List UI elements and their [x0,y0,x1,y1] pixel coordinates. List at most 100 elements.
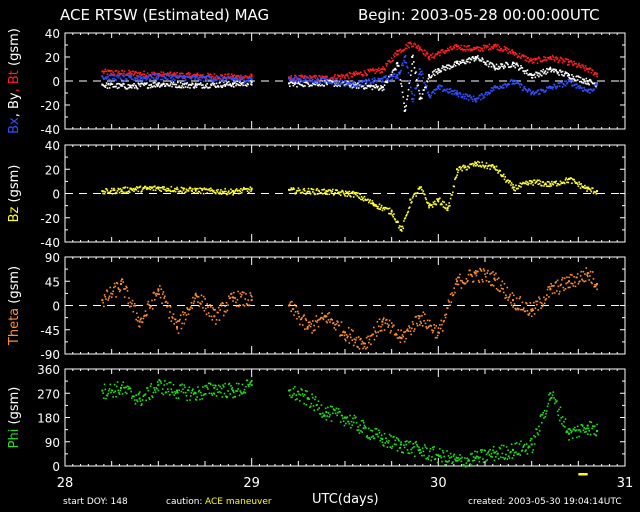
ylabel-part-bz-0: Bz [7,206,22,222]
point-bz-4 [232,190,234,193]
maneuver-marker [578,473,588,476]
ylabel-part-btotal-2: , Bt [7,70,22,92]
xtick-label-1: 29 [243,476,260,491]
point-by-19 [512,62,514,64]
point-bt-14 [437,51,440,54]
point-theta-22 [530,309,533,312]
point-theta-3 [157,288,160,291]
point-phi-3 [157,384,160,387]
point-by-5 [250,81,253,84]
point-theta-14 [381,320,384,323]
point-by-12 [411,56,414,58]
ytick-label-btotal-2: 0 [52,75,60,89]
ytick-label-theta-4: -90 [40,348,60,362]
point-theta-21 [512,299,514,302]
point-bx-3 [194,76,197,79]
point-bx-14 [428,94,430,97]
point-theta-15 [400,336,402,339]
point-bx-9 [381,77,384,80]
point-bt-13 [428,56,430,58]
point-bz-3 [194,188,197,191]
point-theta-24 [568,280,570,283]
point-phi-11 [325,411,328,414]
point-bz-6 [288,188,290,191]
point-bx-19 [512,80,514,82]
point-theta-6 [213,315,216,318]
ytick-label-phi-1: 270 [37,387,60,401]
point-phi-13 [362,427,365,430]
xtick-label-3: 31 [617,476,634,491]
point-bt-11 [409,41,412,44]
ylabel-theta: Theta (gsm) [7,266,22,346]
point-phi-5 [194,392,197,395]
point-theta-11 [325,315,328,318]
point-bz-5 [250,187,253,190]
point-phi-23 [549,392,552,395]
point-theta-0 [101,299,104,302]
point-bt-2 [157,72,160,75]
ylabel-part-bz-1: (gsm) [7,165,22,207]
ytick-label-theta-3: -45 [40,324,60,338]
point-by-16 [456,62,458,64]
ylabel-part-btotal-3: (gsm) [7,28,22,70]
xtick-label-0: 28 [57,476,74,491]
point-phi-1 [120,386,122,389]
x-axis-label: UTC(days) [312,492,379,507]
point-by-9 [381,86,384,88]
point-bz-14 [428,204,430,207]
ytick-label-phi-0: 360 [37,363,60,377]
point-bx-13 [418,68,421,70]
point-phi-16 [418,448,421,451]
point-bx-5 [250,77,253,80]
point-bz-19 [493,165,496,168]
ylabel-btotal: Bx, By, Bt (gsm) [7,28,22,134]
ylabel-phi: Phi (gsm) [7,387,22,449]
xtick-label-2: 30 [430,476,447,491]
chart-title: ACE RTSW (Estimated) MAG [60,6,270,24]
point-bz-24 [586,187,589,190]
ylabel-part-phi-1: (gsm) [7,387,22,429]
point-bx-1 [129,76,132,79]
series-bz [101,160,598,232]
point-bz-25 [596,190,598,193]
point-by-10 [396,62,399,64]
point-bz-17 [456,168,458,171]
point-theta-5 [194,293,197,296]
begin-time: Begin: 2003-05-28 00:00:00UTC [358,6,600,24]
point-by-7 [325,81,328,84]
point-bt-21 [568,60,570,63]
point-phi-19 [474,456,477,459]
ytick-label-theta-2: 0 [52,300,60,314]
point-bz-13 [418,186,421,189]
point-bz-12 [409,198,412,201]
point-phi-24 [568,432,570,435]
point-by-0 [101,83,104,86]
point-theta-19 [474,272,477,275]
point-bt-22 [586,68,589,70]
point-bx-2 [157,75,160,78]
point-bx-24 [596,83,598,86]
point-bz-2 [157,186,160,189]
point-bx-4 [232,77,234,80]
point-bz-10 [390,210,393,213]
point-phi-4 [176,389,178,392]
point-theta-17 [437,331,440,334]
point-bx-18 [493,86,496,88]
point-phi-17 [437,454,440,457]
ylabel-part-btotal-0: Bx [7,117,22,134]
point-by-3 [194,83,197,86]
point-phi-15 [400,443,402,446]
point-bt-7 [325,76,328,79]
point-bt-20 [549,56,552,58]
point-bt-16 [474,47,477,50]
point-bz-1 [129,187,132,190]
ytick-label-btotal-1: 20 [45,51,60,65]
point-by-22 [568,74,570,76]
point-theta-4 [176,326,178,329]
point-by-11 [403,110,406,112]
point-phi-2 [138,397,141,400]
point-bz-9 [372,202,374,205]
point-by-15 [437,68,440,70]
point-phi-0 [101,389,104,392]
